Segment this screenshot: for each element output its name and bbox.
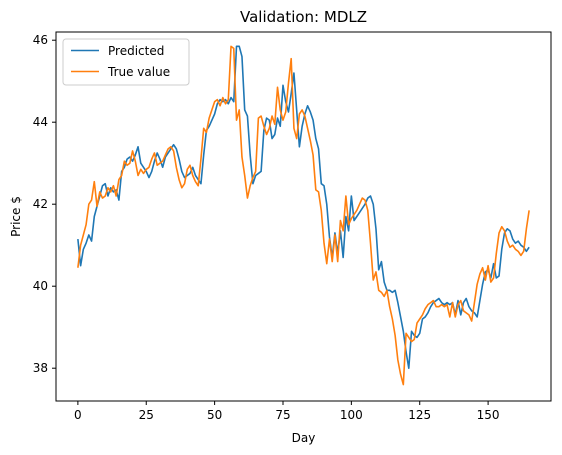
x-axis-ticks: 0 25 50 75 100 125 150 [74, 401, 500, 422]
legend-label-predicted: Predicted [108, 44, 164, 58]
x-tick-label: 100 [340, 408, 363, 422]
series-layer [77, 45, 530, 386]
x-tick-label: 125 [408, 408, 431, 422]
y-axis-label: Price $ [9, 196, 23, 237]
series-line-predicted [77, 45, 530, 370]
series-line-true-value [77, 45, 530, 386]
y-axis-ticks: 38 40 42 44 46 [33, 33, 56, 375]
plot-frame [55, 31, 552, 402]
y-tick-label: 38 [33, 361, 48, 375]
y-tick-label: 44 [33, 115, 48, 129]
y-tick-label: 46 [33, 33, 48, 47]
legend-label-true-value: True value [107, 65, 170, 79]
x-axis-label: Day [292, 431, 316, 445]
x-tick-label: 25 [139, 408, 154, 422]
legend: Predicted True value [62, 38, 190, 86]
chart-title: Validation: MDLZ [240, 8, 367, 26]
y-tick-label: 42 [33, 197, 48, 211]
x-tick-label: 50 [207, 408, 222, 422]
x-tick-label: 0 [74, 408, 82, 422]
y-tick-label: 40 [33, 279, 48, 293]
x-tick-label: 75 [275, 408, 290, 422]
x-tick-label: 150 [477, 408, 500, 422]
